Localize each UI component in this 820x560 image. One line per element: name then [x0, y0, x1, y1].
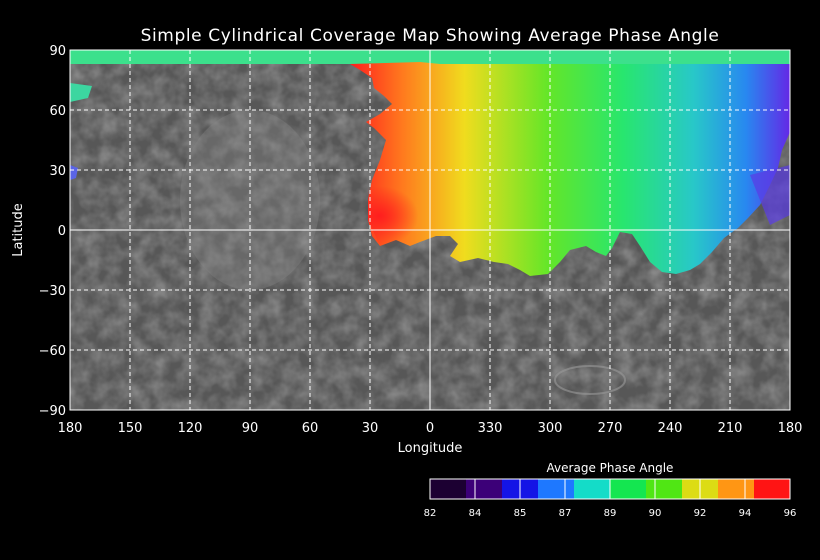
colorbar-segment	[718, 479, 755, 499]
colorbar-segment	[538, 479, 575, 499]
colorbar-tick-label: 82	[424, 508, 437, 519]
grid-lines	[70, 50, 790, 410]
y-tick-labels: 90 60 30 0 −30 −60 −90	[39, 44, 66, 419]
x-tick-label: 300	[538, 421, 563, 436]
x-tick-label: 330	[478, 421, 503, 436]
coverage-red-core	[368, 160, 480, 246]
colorbar-tick-label: 96	[784, 508, 797, 519]
y-tick-label: 90	[49, 44, 66, 59]
colorbar-segment	[610, 479, 647, 499]
x-tick-label: 150	[118, 421, 143, 436]
coverage-west-patch	[70, 83, 92, 102]
colorbar-tick-label: 84	[469, 508, 482, 519]
x-tick-label: 210	[718, 421, 743, 436]
x-tick-label: 30	[362, 421, 379, 436]
x-tick-label: 180	[778, 421, 803, 436]
colorbar-segment	[754, 479, 791, 499]
coverage-east-blue	[750, 165, 790, 225]
colorbar-title: Average Phase Angle	[547, 461, 674, 475]
colorbar-segment	[574, 479, 611, 499]
coverage-west-edge-blue	[70, 165, 78, 180]
colorbar-tick-label: 90	[649, 508, 662, 519]
x-tick-label: 60	[302, 421, 319, 436]
y-tick-label: −90	[39, 404, 66, 419]
x-tick-labels: 180 150 120 90 60 30 0 330 300 270 240 210 180	[58, 421, 803, 436]
x-tick-label: 180	[58, 421, 83, 436]
x-tick-label: 120	[178, 421, 203, 436]
y-tick-label: −30	[39, 284, 66, 299]
map-panel	[70, 50, 790, 410]
y-tick-label: −60	[39, 344, 66, 359]
colorbar-tick-labels: 82 84 85 87 89 90 92 94 96	[424, 479, 797, 519]
x-tick-label: 270	[598, 421, 623, 436]
colorbar: Average Phase Angle 82 84 85 87 89 90 92 94 96	[424, 461, 797, 519]
x-tick-label: 0	[426, 421, 434, 436]
y-tick-label: 60	[49, 104, 66, 119]
map-title: Simple Cylindrical Coverage Map Showing …	[141, 26, 720, 46]
colorbar-tick-label: 85	[514, 508, 527, 519]
x-tick-label: 90	[242, 421, 259, 436]
y-tick-label: 30	[49, 164, 66, 179]
colorbar-tick-label: 94	[739, 508, 752, 519]
y-axis-label: Latitude	[11, 203, 26, 257]
x-tick-label: 240	[658, 421, 683, 436]
y-tick-label: 0	[58, 224, 66, 239]
map-frame	[69, 49, 791, 411]
colorbar-tick-label: 89	[604, 508, 617, 519]
colorbar-segment	[466, 479, 503, 499]
colorbar-segment	[430, 479, 467, 499]
colorbar-tick-label: 92	[694, 508, 707, 519]
colorbar-segment	[646, 479, 683, 499]
basemap-crater	[554, 365, 626, 395]
x-axis-label: Longitude	[398, 441, 463, 456]
colorbar-tick-label: 87	[559, 508, 572, 519]
